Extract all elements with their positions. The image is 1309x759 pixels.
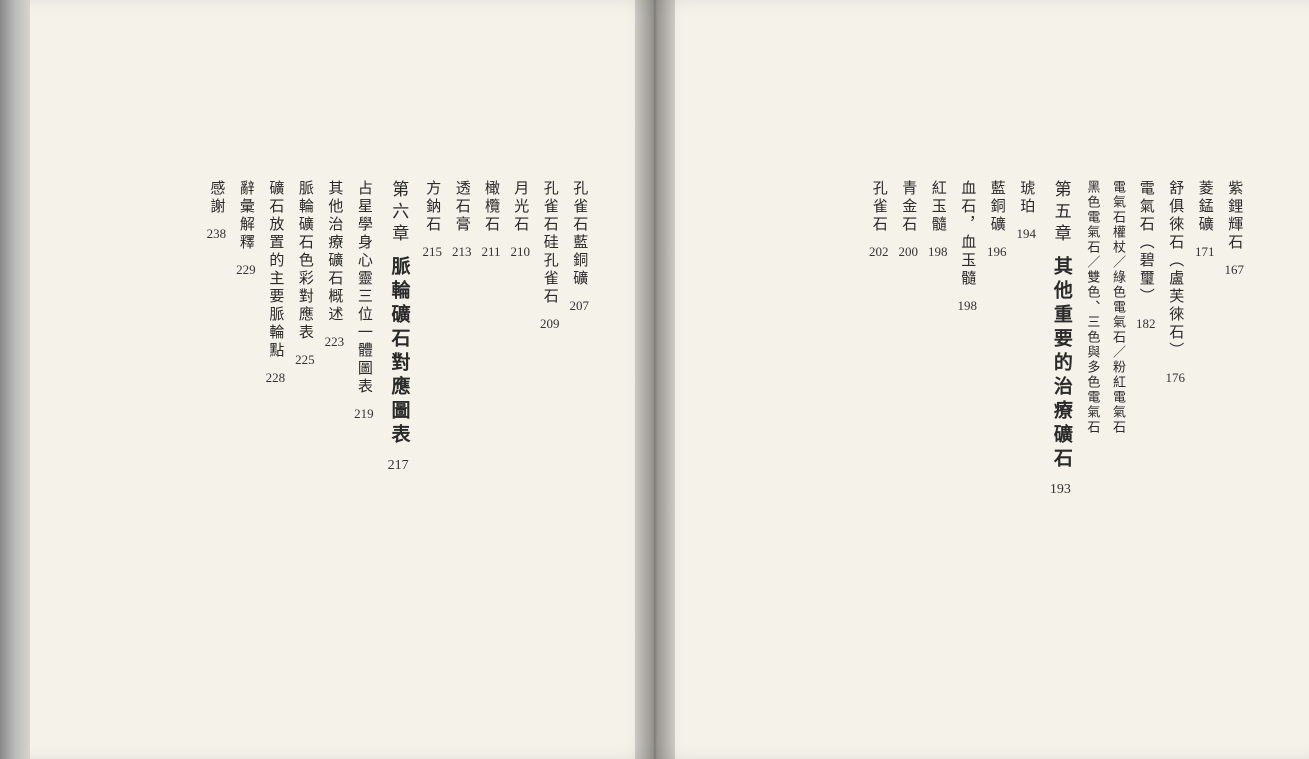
entry-page-number: 207 — [570, 298, 590, 314]
toc-entry: 占星學身心靈三位一體圖表 219 — [354, 180, 374, 600]
right-page: 紫鋰輝石 167 菱錳礦 171 舒俱徠石（盧芙徠石） 176 電氣石（碧璽） 182 電氣石權… — [655, 0, 1309, 759]
toc-entry: 黑色電氣石／雙色、三色與多色電氣石 — [1085, 180, 1101, 600]
toc-entry: 電氣石（碧璽） 182 — [1136, 180, 1156, 600]
toc-entry: 琥珀 194 — [1017, 180, 1037, 600]
entry-text: 青金石 — [899, 180, 917, 234]
toc-entry: 辭彙解釋 229 — [236, 180, 256, 600]
toc-entry: 青金石 200 — [899, 180, 919, 600]
entry-page-number: 238 — [207, 226, 227, 242]
entry-page-number: 225 — [295, 352, 315, 368]
entry-text: 紫鋰輝石 — [1225, 180, 1243, 252]
left-toc: 孔雀石藍銅礦 207 孔雀石硅孔雀石 209 月光石 210 橄欖石 211 透石膏 213 方鈉石… — [0, 180, 654, 600]
entry-page-number: 219 — [354, 406, 374, 422]
entry-text: 礦石放置的主要脈輪點 — [266, 180, 284, 360]
toc-entry: 月光石 210 — [511, 180, 531, 600]
entry-text: 其他治療礦石概述 — [325, 180, 343, 324]
toc-entry: 透石膏 213 — [452, 180, 472, 600]
entry-page-number: 211 — [481, 244, 500, 260]
toc-entry: 方鈉石 215 — [422, 180, 442, 600]
entry-page-number: 213 — [452, 244, 472, 260]
chapter-heading: 第五章其他重要的治療礦石 193 — [1049, 180, 1072, 600]
entry-text: 琥珀 — [1017, 180, 1035, 216]
entry-text: 電氣石（碧璽） — [1137, 180, 1155, 306]
toc-entry: 其他治療礦石概述 223 — [325, 180, 345, 600]
entry-page-number: 171 — [1195, 244, 1215, 260]
entry-text: 透石膏 — [453, 180, 471, 234]
entry-page-number: 167 — [1225, 262, 1245, 278]
entry-text: 占星學身心靈三位一體圖表 — [355, 180, 373, 396]
entry-page-number: 223 — [325, 334, 345, 350]
entry-page-number: 217 — [388, 458, 409, 474]
entry-text: 辭彙解釋 — [237, 180, 255, 252]
entry-text: 孔雀石 — [870, 180, 888, 234]
entry-page-number: 215 — [422, 244, 442, 260]
toc-entry: 孔雀石硅孔雀石 209 — [540, 180, 560, 600]
toc-entry: 藍銅礦 196 — [987, 180, 1007, 600]
toc-entry: 舒俱徠石（盧芙徠石） 176 — [1166, 180, 1186, 600]
book-spread: 孔雀石藍銅礦207孔雀石硅孔雀石209月光石210橄欖石211透石膏213方鈉石… — [0, 0, 1309, 759]
entry-text: 黑色電氣石／雙色、三色與多色電氣石 — [1085, 180, 1101, 435]
entry-text: 藍銅礦 — [988, 180, 1006, 234]
toc-entry: 紅玉髓 198 — [928, 180, 948, 600]
toc-entry: 孔雀石藍銅礦 207 — [570, 180, 590, 600]
toc-entry: 孔雀石 202 — [869, 180, 889, 600]
entry-text: 月光石 — [511, 180, 529, 234]
entry-page-number: 200 — [899, 244, 919, 260]
entry-text: 孔雀石硅孔雀石 — [541, 180, 559, 306]
entry-page-number: 202 — [869, 244, 889, 260]
entry-page-number: 196 — [987, 244, 1007, 260]
entry-text: 感謝 — [207, 180, 225, 216]
chapter-prefix: 第五章 — [1050, 180, 1070, 246]
toc-entry: 感謝 238 — [207, 180, 227, 600]
entry-page-number: 194 — [1017, 226, 1037, 242]
entry-page-number: 198 — [958, 298, 978, 314]
entry-page-number: 228 — [266, 370, 286, 386]
entry-page-number: 209 — [540, 316, 560, 332]
chapter-heading: 第六章脈輪礦石對應圖表 217 — [387, 180, 410, 600]
entry-text: 血石，血玉髓 — [958, 180, 976, 288]
toc-entry: 血石，血玉髓 198 — [958, 180, 978, 600]
toc-entry: 菱錳礦 171 — [1195, 180, 1215, 600]
entry-page-number: 182 — [1136, 316, 1156, 332]
entry-page-number: 210 — [511, 244, 531, 260]
entry-text: 菱錳礦 — [1196, 180, 1214, 234]
entry-page-number: 176 — [1166, 370, 1186, 386]
entry-text: 脈輪礦石對應圖表 — [387, 256, 410, 448]
toc-entry: 紫鋰輝石 167 — [1225, 180, 1245, 600]
entry-text: 方鈉石 — [423, 180, 441, 234]
toc-entry: 脈輪礦石色彩對應表 225 — [295, 180, 315, 600]
left-page: 孔雀石藍銅礦 207 孔雀石硅孔雀石 209 月光石 210 橄欖石 211 透石膏 213 方鈉石… — [0, 0, 655, 759]
toc-entry: 電氣石權杖／綠色電氣石／粉紅電氣石 — [1110, 180, 1126, 600]
chapter-prefix: 第六章 — [388, 180, 408, 246]
entry-text: 舒俱徠石（盧芙徠石） — [1166, 180, 1184, 360]
right-toc: 紫鋰輝石 167 菱錳礦 171 舒俱徠石（盧芙徠石） 176 電氣石（碧璽） 182 電氣石權… — [655, 180, 1309, 600]
entry-text: 橄欖石 — [482, 180, 500, 234]
entry-text: 脈輪礦石色彩對應表 — [296, 180, 314, 342]
entry-page-number: 198 — [928, 244, 948, 260]
entry-page-number: 229 — [236, 262, 256, 278]
entry-text: 紅玉髓 — [929, 180, 947, 234]
entry-text: 孔雀石藍銅礦 — [570, 180, 588, 288]
toc-entry: 橄欖石 211 — [481, 180, 500, 600]
spine-shadow — [0, 0, 30, 759]
entry-page-number: 193 — [1050, 482, 1071, 498]
toc-entry: 礦石放置的主要脈輪點 228 — [266, 180, 286, 600]
entry-text: 電氣石權杖／綠色電氣石／粉紅電氣石 — [1110, 180, 1126, 435]
entry-text: 其他重要的治療礦石 — [1049, 256, 1072, 472]
